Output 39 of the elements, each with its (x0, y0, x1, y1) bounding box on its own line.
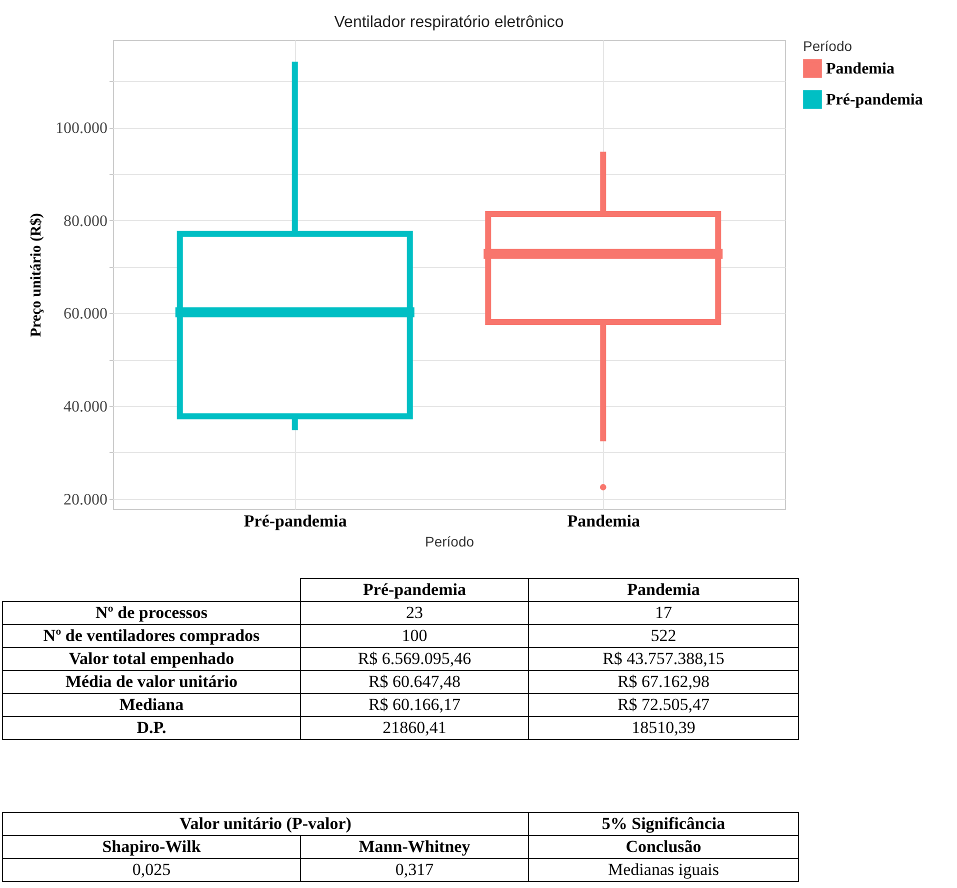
text: Valor total empenhado (2, 648, 300, 670)
text: Shapiro-Wilk (2, 836, 300, 858)
text: Conclusão (528, 836, 798, 858)
x-axis-title: Período (424, 534, 474, 550)
text: Pandemia (528, 578, 798, 602)
y-tick-label: 40.000 (64, 398, 108, 416)
text: 5% Significância (528, 812, 798, 836)
text: R$ 72.505,47 (528, 694, 798, 716)
chart-title: Ventilador respiratório eletrônico (334, 14, 564, 31)
text: 522 (528, 624, 798, 648)
text: 0,025 (2, 858, 300, 882)
legend-label: Pré-pandemia (826, 92, 923, 108)
text: R$ 67.162,98 (528, 670, 798, 694)
y-tick-label: 100.000 (56, 120, 108, 138)
text: 23 (300, 602, 528, 624)
text: Nº de processos (2, 602, 300, 624)
text: Nº de ventiladores comprados (2, 624, 300, 648)
text: Média de valor unitário (2, 670, 300, 694)
text: 21860,41 (300, 716, 528, 740)
y-axis-title: Preço unitário (R$) (28, 213, 44, 337)
text: Valor unitário (P-valor) (2, 812, 528, 836)
text: Mann-Whitney (300, 836, 528, 858)
legend-label: Pandemia (826, 60, 894, 78)
text: 18510,39 (528, 716, 798, 740)
text: R$ 60.647,48 (300, 670, 528, 694)
text: 100 (300, 624, 528, 648)
y-tick-label: 80.000 (64, 212, 108, 230)
text: Medianas iguais (528, 858, 798, 882)
text: D.P. (2, 716, 300, 740)
y-tick-label: 60.000 (64, 306, 108, 323)
y-tick-label: 20.000 (64, 491, 108, 508)
text: Mediana (2, 694, 300, 716)
text: 17 (528, 602, 798, 624)
text: R$ 6.569.095,46 (300, 648, 528, 670)
text: R$ 43.757.388,15 (528, 648, 798, 670)
text: R$ 60.166,17 (300, 694, 528, 716)
legend-title: Período (803, 38, 852, 54)
text: 0,317 (300, 858, 528, 882)
text: Pré-pandemia (300, 578, 528, 602)
